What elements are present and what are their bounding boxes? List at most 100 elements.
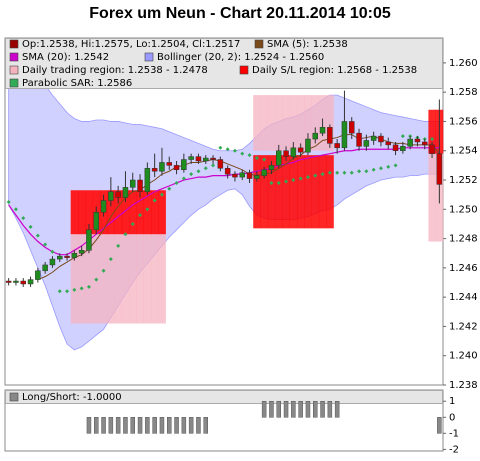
candle-body: [159, 162, 165, 172]
bar: [115, 417, 121, 434]
bar: [269, 400, 274, 418]
sar-dot: [145, 207, 150, 212]
sl-region: [289, 155, 298, 229]
candle-body: [181, 159, 187, 171]
y-tick-label: 1.254: [449, 146, 478, 157]
sl-region: [267, 155, 276, 229]
trading-region: [326, 95, 334, 151]
sl-region: [136, 190, 144, 235]
trading-region: [282, 95, 290, 151]
y-tick-label: 1.260: [449, 58, 478, 69]
sar-dot: [371, 167, 376, 172]
candle-body: [407, 138, 413, 147]
sar-dot: [320, 172, 325, 177]
trading-region: [253, 95, 261, 151]
candle-body: [392, 144, 399, 151]
sar-dot: [21, 216, 26, 221]
bar: [196, 417, 201, 434]
sar-dot: [342, 170, 347, 175]
sar-dot: [159, 192, 164, 197]
candle-body: [71, 252, 78, 258]
candle-body: [327, 127, 333, 144]
sl-region: [158, 190, 166, 235]
sar-dot: [305, 175, 310, 180]
sar-dot: [284, 179, 289, 184]
sar-dot: [138, 213, 143, 218]
sar-dot: [50, 249, 55, 254]
sar-dot: [167, 186, 172, 191]
legend-label: Parabolic SAR: 1.2586: [22, 78, 132, 89]
trading-region: [275, 95, 283, 151]
sar-dot: [218, 145, 223, 150]
trading-region: [297, 95, 305, 151]
sl-region: [70, 190, 79, 235]
legend-box: [5, 390, 443, 404]
candle-body: [42, 264, 48, 272]
sl-region: [297, 155, 305, 229]
legend-label: Long/Short: -1.0000: [22, 392, 122, 403]
candle-body: [151, 168, 158, 172]
bar: [327, 400, 333, 418]
candle-body: [305, 138, 311, 153]
sar-dot: [13, 207, 18, 212]
candle-body: [100, 200, 107, 213]
candle-body: [429, 144, 435, 154]
sl-region: [326, 155, 334, 229]
y-tick-label: 1.246: [449, 263, 478, 274]
y-tick-label: 1.258: [449, 87, 478, 98]
candle-body: [20, 280, 26, 285]
sar-dot: [262, 157, 267, 162]
bar: [137, 417, 143, 434]
sar-dot: [291, 178, 296, 183]
sl-region: [304, 155, 312, 229]
sar-dot: [57, 289, 62, 294]
candle-body: [363, 140, 370, 147]
bar: [86, 417, 92, 434]
sar-dot: [349, 170, 354, 175]
bar: [108, 417, 114, 434]
candle-body: [356, 132, 362, 147]
candle-body: [86, 229, 92, 251]
sl-region: [114, 190, 123, 235]
sar-dot: [211, 163, 216, 168]
candle-body: [319, 127, 326, 134]
sar-dot: [174, 180, 179, 185]
sar-dot: [269, 180, 274, 185]
y-tick-label: 0: [449, 412, 455, 423]
sar-dot: [94, 277, 99, 282]
candle-body: [108, 191, 114, 201]
trading-region: [311, 95, 320, 151]
sl-region: [253, 155, 261, 229]
candle-body: [232, 173, 238, 178]
candle-body: [239, 172, 245, 178]
y-tick-label: 1.240: [449, 351, 478, 362]
trading-region: [428, 153, 436, 242]
sar-dot: [357, 169, 362, 174]
legend-swatch: [239, 65, 249, 75]
sar-dot: [72, 287, 77, 292]
sl-region: [85, 190, 93, 235]
sar-dot: [116, 243, 121, 248]
candle-body: [224, 168, 231, 175]
candle-body: [115, 191, 121, 198]
bar: [276, 400, 281, 418]
sma20-line: [8, 147, 440, 256]
candle-body: [261, 169, 267, 176]
candle-body: [203, 157, 209, 162]
candle-body: [400, 146, 406, 151]
y-tick-label: -1: [449, 428, 459, 439]
sl-region: [121, 190, 130, 235]
sar-dot: [313, 173, 318, 178]
sl-region: [318, 155, 327, 229]
sar-dot: [108, 257, 113, 262]
candle-body: [13, 280, 19, 283]
legend-box: [5, 38, 443, 89]
sar-dot: [378, 166, 383, 171]
legend-swatch: [254, 39, 264, 49]
candle-body: [254, 175, 260, 179]
legend-swatch: [9, 39, 19, 49]
sar-dot: [79, 286, 84, 291]
y-tick-label: 1.250: [449, 204, 478, 215]
sar-dot: [400, 134, 405, 139]
candle-body: [35, 270, 41, 280]
